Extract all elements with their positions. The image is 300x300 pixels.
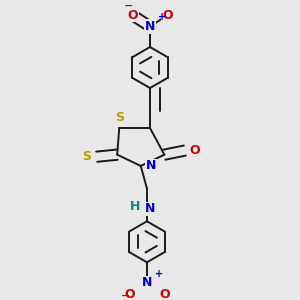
Text: +: + (158, 12, 166, 22)
Text: O: O (127, 9, 138, 22)
Text: S: S (82, 150, 91, 163)
Text: N: N (145, 202, 155, 215)
Text: H: H (129, 200, 140, 213)
Text: +: + (155, 268, 163, 278)
Text: N: N (142, 276, 152, 289)
Text: O: O (162, 9, 173, 22)
Text: −: − (120, 291, 130, 300)
Text: S: S (115, 111, 124, 124)
Text: N: N (145, 20, 155, 33)
Text: O: O (159, 288, 170, 300)
Text: N: N (146, 159, 156, 172)
Text: O: O (190, 144, 200, 157)
Text: −: − (124, 1, 133, 11)
Text: O: O (124, 288, 135, 300)
